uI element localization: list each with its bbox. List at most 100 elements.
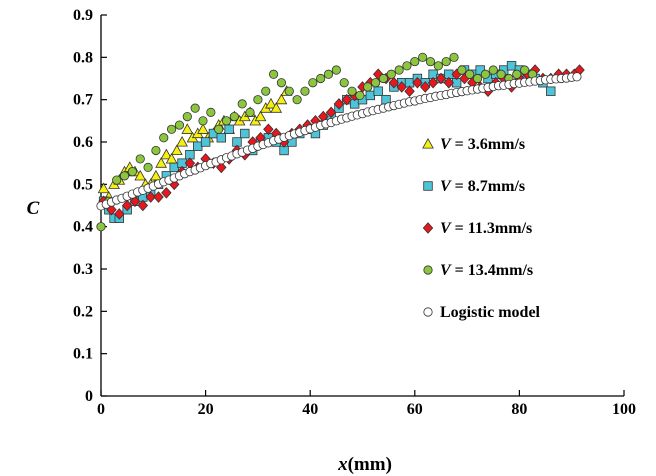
legend-marker [422,222,434,234]
legend-marker [423,307,433,317]
data-point [300,86,310,96]
data-point [433,61,443,71]
data-point [240,128,250,139]
data-point [114,208,125,220]
data-point [161,187,172,199]
data-point [190,103,200,113]
data-point [181,123,194,134]
legend-entry: V = 8.7mm/s [423,178,525,195]
data-point [159,133,169,143]
legend-label-var: V [440,178,452,195]
legend-label-var: V [440,136,452,153]
y-tick-label: 0.2 [73,303,93,320]
data-point [206,107,216,117]
data-point [221,116,232,126]
legend-entry: V = 11.3mm/s [422,220,532,237]
data-point [496,69,506,79]
data-point [480,69,491,79]
data-point [229,112,239,122]
data-point [435,72,447,85]
data-point [245,107,255,117]
data-point [316,73,326,84]
axes: 0 20 40 60 80 100 0 0.1 0.2 0.3 0.4 0.5 0.6 0.7 0.8 0.9 [73,7,636,418]
data-point [572,72,582,82]
data-point [355,90,365,101]
data-point [308,78,318,88]
data-point [284,86,294,96]
data-point [275,93,288,105]
legend-marker [422,137,434,149]
data-point [441,56,451,67]
data-point [506,61,517,71]
series-13-4 [96,52,538,232]
data-point [214,124,224,134]
data-point [472,73,483,84]
data-point [112,175,122,185]
y-tick-label: 0.3 [73,261,93,278]
data-point [412,76,423,89]
y-tick-label: 0.8 [73,49,93,66]
data-point [170,144,183,156]
data-point [129,195,141,208]
data-point [176,135,188,147]
x-tick-label: 60 [407,401,423,418]
data-point [378,73,389,84]
series-logistic-model [96,72,582,211]
x-tick-label: 40 [302,401,318,418]
data-point [418,52,428,62]
data-point [265,97,277,109]
data-point [292,95,302,105]
y-tick-label: 0.7 [73,92,93,109]
legend-entry: Logistic model [423,304,541,321]
legend-label: Logistic model [440,304,541,321]
legend-label-var: V [440,220,452,237]
data-point [404,85,415,97]
data-point [137,199,149,212]
data-point [135,154,145,164]
data-point [443,76,455,89]
legend-label: V = 8.7mm/s [440,178,525,195]
x-axis-title-var: x [337,454,348,475]
data-point [160,148,173,160]
y-tick-label: 0.6 [73,134,93,151]
x-tick-label: 20 [198,401,214,418]
data-point [145,191,156,203]
data-point [276,78,287,88]
y-tick-label: 0 [85,388,93,405]
data-point [119,171,130,181]
legend-label-rest: = 3.6mm/s [451,136,525,153]
y-tick-label: 0.9 [73,7,93,24]
data-point [216,133,226,143]
legend-label-var: V [440,262,452,279]
data-marks [96,52,585,232]
data-point [420,81,431,93]
x-tick-label: 0 [97,401,105,418]
data-point [402,61,412,71]
legend-entry: V = 13.4mm/s [423,262,533,279]
data-point [449,52,459,62]
data-point [457,65,467,75]
data-point [520,65,530,75]
x-tick-label: 100 [612,401,636,418]
data-point [261,86,271,96]
data-point [363,82,373,92]
x-tick-label: 80 [511,401,527,418]
legend-label: V = 13.4mm/s [440,262,533,279]
data-point [193,141,203,151]
data-point [97,182,110,194]
data-point [167,124,177,134]
data-point [341,93,353,106]
data-point [347,86,357,96]
data-point [96,222,106,232]
data-point [331,65,341,75]
data-point [339,78,349,88]
y-axis-title: C [27,198,40,219]
data-point [488,65,498,75]
data-point [388,76,400,89]
data-point [121,199,133,212]
data-point [153,191,164,203]
data-point [465,69,475,79]
data-point [365,90,376,101]
data-point [323,69,334,79]
